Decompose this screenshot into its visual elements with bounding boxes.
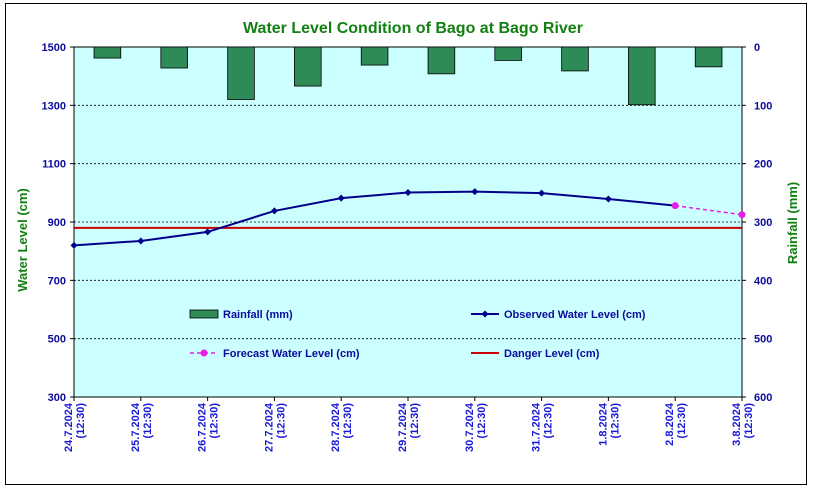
x-tick-time: (12:30): [275, 403, 287, 439]
left-axis-title: Water Level (cm): [15, 188, 30, 292]
left-tick-label: 300: [48, 392, 66, 404]
rainfall-bar: [93, 46, 122, 59]
legend-danger-label: Danger Level (cm): [504, 348, 600, 360]
right-tick-label: 600: [754, 392, 772, 404]
observed-point: [337, 194, 345, 202]
right-axis-ticks: 0 100 200 300 400 500 600: [742, 42, 772, 404]
rainfall-bar: [160, 46, 188, 69]
observed-point: [404, 189, 412, 197]
x-tick-time: (12:30): [209, 403, 221, 439]
legend-observed-marker: [481, 310, 489, 318]
legend-rainfall-label: Rainfall (mm): [223, 309, 293, 321]
right-tick-label: 300: [754, 217, 772, 229]
left-tick-label: 500: [48, 334, 66, 346]
x-tick-label: 31.7.2024 (12:30): [531, 402, 555, 452]
x-tick-label: 30.7.2024 (12:30): [464, 402, 488, 452]
x-tick-label: 1.8.2024 (12:30): [597, 402, 621, 446]
x-tick-time: (12:30): [75, 403, 87, 439]
legend: Rainfall (mm) Observed Water Level (cm) …: [189, 309, 646, 360]
x-tick-time: (12:30): [476, 403, 488, 439]
x-tick-date: 31.7.2024: [531, 402, 543, 452]
observed-point: [270, 207, 278, 215]
observed-point: [538, 189, 546, 197]
rainfall-bars: [93, 46, 723, 106]
right-tick-label: 200: [754, 159, 772, 171]
x-tick-label: 28.7.2024 (12:30): [330, 402, 354, 452]
right-tick-label: 100: [754, 100, 772, 112]
x-tick-label: 3.8.2024 (12:30): [731, 402, 755, 446]
x-tick-time: (12:30): [676, 403, 688, 439]
x-tick-label: 25.7.2024 (12:30): [130, 402, 154, 452]
x-tick-date: 3.8.2024: [731, 402, 743, 446]
legend-forecast-label: Forecast Water Level (cm): [223, 348, 360, 360]
x-tick-date: 1.8.2024: [597, 402, 609, 446]
x-tick-date: 24.7.2024: [63, 402, 75, 452]
rainfall-bar: [360, 46, 389, 66]
x-tick-time: (12:30): [409, 403, 421, 439]
legend-observed-label: Observed Water Level (cm): [504, 309, 646, 321]
forecast-line: [675, 204, 743, 216]
x-tick-date: 26.7.2024: [197, 402, 209, 452]
forecast-water-level-series: [671, 202, 746, 219]
chart-title: Water Level Condition of Bago at Bago Ri…: [243, 20, 583, 37]
x-tick-date: 30.7.2024: [464, 402, 476, 452]
rainfall-bar: [227, 46, 255, 100]
x-tick-date: 28.7.2024: [330, 402, 342, 452]
legend-rainfall-swatch: [189, 309, 219, 319]
rainfall-bar: [628, 46, 656, 106]
observed-line: [73, 190, 676, 247]
x-tick-label: 27.7.2024 (12:30): [263, 402, 287, 452]
x-tick-time: (12:30): [743, 403, 755, 439]
right-axis-title: Rainfall (mm): [785, 182, 800, 264]
x-axis-ticks: 24.7.2024 (12:30) 25.7.2024 (12:30) 26.7.202…: [63, 397, 755, 452]
right-tick-label: 400: [754, 275, 772, 287]
rainfall-bar: [494, 46, 522, 61]
observed-point: [471, 188, 479, 196]
x-tick-time: (12:30): [543, 403, 555, 439]
x-tick-date: 27.7.2024: [263, 402, 275, 452]
left-tick-label: 1300: [42, 100, 66, 112]
right-tick-label: 0: [754, 42, 760, 54]
x-tick-date: 2.8.2024: [664, 402, 676, 446]
x-tick-label: 24.7.2024 (12:30): [63, 402, 87, 452]
observed-point: [604, 195, 612, 203]
x-tick-time: (12:30): [342, 403, 354, 439]
x-tick-date: 25.7.2024: [130, 402, 142, 452]
left-axis-ticks: 300 500 700 900 1100 1300 1500: [42, 42, 74, 404]
gridlines: [74, 104, 742, 340]
x-tick-time: (12:30): [142, 403, 154, 439]
right-tick-label: 500: [754, 334, 772, 346]
rainfall-bar: [427, 46, 456, 75]
legend-forecast-marker: [200, 349, 208, 357]
left-tick-label: 900: [48, 217, 66, 229]
forecast-point: [671, 202, 679, 210]
x-tick-label: 2.8.2024 (12:30): [664, 402, 688, 446]
rainfall-bar: [294, 46, 322, 87]
x-tick-label: 29.7.2024 (12:30): [397, 402, 421, 452]
left-tick-label: 1500: [42, 42, 66, 54]
forecast-point: [738, 211, 746, 219]
observed-point: [204, 228, 212, 236]
x-tick-time: (12:30): [609, 403, 621, 439]
x-tick-label: 26.7.2024 (12:30): [197, 402, 221, 452]
left-tick-label: 1100: [42, 159, 66, 171]
rainfall-bar: [561, 46, 589, 72]
rainfall-bar: [694, 46, 723, 68]
left-tick-label: 700: [48, 275, 66, 287]
observed-point: [137, 237, 145, 245]
observed-point: [70, 241, 78, 249]
x-tick-date: 29.7.2024: [397, 402, 409, 452]
